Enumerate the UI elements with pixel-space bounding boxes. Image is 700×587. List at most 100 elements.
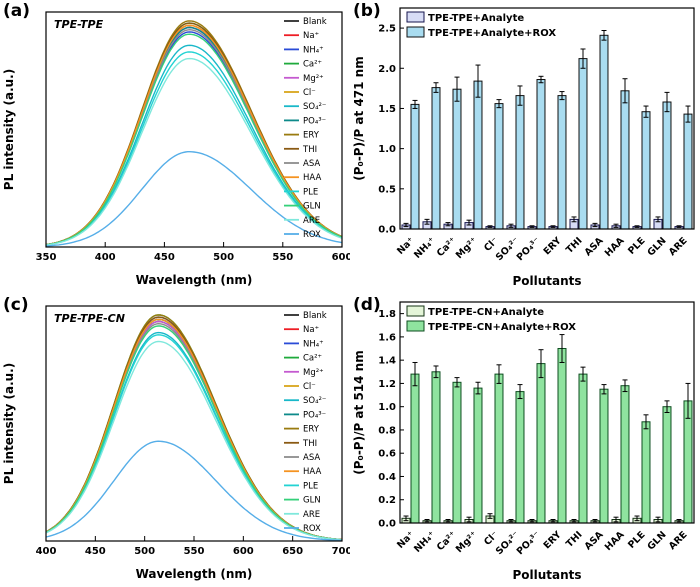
x-tick-label-NH₄⁺: NH₄⁺ [412,529,438,555]
x-tick-label-PO₄³⁻: PO₄³⁻ [515,529,543,557]
legend-swatch-TPE-TPE-CN+Analyte [406,305,425,317]
bar-TPE-TPE+Analyte+ROX-THI [578,58,588,230]
x-tick-label-Mg²⁺: Mg²⁺ [454,529,480,555]
x-tick-label-ARE: ARE [667,529,690,552]
bar-TPE-TPE+Analyte+ROX-Mg²⁺ [473,80,483,230]
series-line-Mg²⁺ [45,26,343,246]
legend-swatch-TPE-TPE+Analyte+ROX [406,26,425,38]
x-tick-label-Mg²⁺: Mg²⁺ [454,235,480,261]
legend-label-NH₄⁺: NH₄⁺ [303,45,324,55]
axes-box [45,11,343,248]
bar-TPE-TPE+Analyte+ROX-ARE [683,113,693,230]
bar-chart-tpe-tpe-cn: 0.00.20.40.60.81.01.21.41.61.8Na⁺NH₄⁺Ca²… [352,301,695,582]
x-tick-label-NH₄⁺: NH₄⁺ [412,235,438,261]
y-tick-label: 0.0 [378,225,396,236]
y-tick-label: 1.5 [378,104,396,115]
panel-label-a: (a) [3,1,31,21]
x-tick-label-HAA: HAA [603,235,627,259]
legend-label-Mg²⁺: Mg²⁺ [303,74,324,84]
legend-label-Na⁺: Na⁺ [303,31,319,41]
bar-TPE-TPE-CN+Analyte+ROX-PO₄³⁻ [536,363,546,524]
legend-label-ARE: ARE [303,510,320,520]
legend-label-GLN: GLN [303,202,321,212]
bar-TPE-TPE-CN+Analyte+ROX-Ca²⁺ [452,381,462,524]
axes-box [399,7,695,230]
legend-label-TPE-TPE-CN+Analyte: TPE-TPE-CN+Analyte [428,307,544,318]
panel-d: (d) 0.0 0.2 0.4 0.6 0.8 1.0 1.2 1.4 1.6 1.8 Na⁺ NH₄… [350,294,700,587]
y-axis-label: PL intensity (a.u.) [2,363,16,484]
bar-TPE-TPE-CN+Analyte+ROX-ARE [683,400,693,524]
panel-a: (a) 350 400 450 500 550 600 TPE-TPE Blank Na⁺ NH₄… [0,0,350,293]
x-tick-label: 600 [233,546,254,557]
x-tick-label-ERY: ERY [542,235,564,257]
x-axis-label: Wavelength (nm) [136,273,253,287]
series-line-HAA [45,24,343,246]
x-tick-label-ASA: ASA [583,529,606,552]
series-line-PO₄³⁻ [45,26,343,246]
axes-box [399,301,695,524]
x-tick-label-THI: THI [564,235,584,255]
series-line-Ca²⁺ [45,314,343,541]
bar-TPE-TPE+Analyte+ROX-SO₄²⁻ [515,95,525,230]
legend-label-ERY: ERY [303,425,320,435]
bar-TPE-TPE+Analyte+ROX-NH₄⁺ [431,87,441,230]
y-tick-label: 0.0 [378,519,396,530]
legend-label-TPE-TPE-CN+Analyte+ROX: TPE-TPE-CN+Analyte+ROX [428,322,576,333]
y-axis-label: (P₀-P)/P at 514 nm [352,350,366,474]
x-tick-label-PO₄³⁻: PO₄³⁻ [515,235,543,263]
legend-label-ASA: ASA [303,453,320,463]
y-tick-label: 0.4 [378,472,396,483]
panel-label-c: (c) [3,295,29,315]
legend-label-Blank: Blank [303,311,327,321]
legend-label-NH₄⁺: NH₄⁺ [303,339,324,349]
panel-label-d: (d) [353,295,381,315]
series-line-ERY [45,20,343,246]
x-tick-label-ERY: ERY [542,529,564,551]
x-tick-label-GLN: GLN [645,235,668,258]
series-line-ROX [45,440,343,542]
legend-label-Cl⁻: Cl⁻ [303,88,316,98]
bar-TPE-TPE+Analyte+ROX-ERY [557,95,567,230]
y-tick-label: 1.4 [378,356,396,367]
x-tick-label: 500 [134,546,155,557]
bar-TPE-TPE+Analyte+ROX-PLE [641,111,651,230]
legend-label-Na⁺: Na⁺ [303,325,319,335]
plot-title: TPE-TPE-CN [54,312,125,325]
legend-label-Ca²⁺: Ca²⁺ [303,354,322,364]
y-axis-label: PL intensity (a.u.) [2,69,16,190]
series-line-SO₄²⁻ [45,44,343,246]
x-tick-label: 400 [95,252,116,263]
x-tick-label-ASA: ASA [583,235,606,258]
bar-TPE-TPE-CN+Analyte+ROX-ASA [599,388,609,524]
legend-label-ARE: ARE [303,216,320,226]
x-tick-label: 600 [332,252,350,263]
series-line-GLN [45,33,343,246]
x-axis-label: Wavelength (nm) [136,567,253,581]
x-tick-label-HAA: HAA [603,529,627,553]
bar-TPE-TPE-CN+Analyte+ROX-GLN [662,406,672,524]
y-tick-label: 1.0 [378,144,396,155]
x-tick-label-GLN: GLN [645,529,668,552]
x-tick-label-ARE: ARE [667,235,690,258]
x-tick-label-PLE: PLE [626,235,648,257]
y-tick-label: 2.5 [378,24,396,35]
legend-label-PO₄³⁻: PO₄³⁻ [303,116,326,126]
series-line-ERY [45,314,343,541]
bar-TPE-TPE-CN+Analyte+ROX-SO₄²⁻ [515,391,525,524]
legend-label-TPE-TPE+Analyte: TPE-TPE+Analyte [428,13,524,24]
bar-TPE-TPE+Analyte+ROX-Cl⁻ [494,103,504,230]
legend-label-PO₄³⁻: PO₄³⁻ [303,410,326,420]
plot-title: TPE-TPE [54,18,104,31]
y-tick-label: 1.2 [378,379,396,390]
x-tick-label: 350 [36,252,57,263]
legend-label-Ca²⁺: Ca²⁺ [303,60,322,70]
y-tick-label: 1.8 [378,309,396,320]
spectrum-chart-tpe-tpe: 350 400 450 500 550 600 TPE-TPE Blank Na⁺ NH₄⁺ Ca²… [2,11,350,287]
bar-TPE-TPE-CN+Analyte+ROX-Na⁺ [410,373,420,524]
x-tick-label-PLE: PLE [626,529,648,551]
axes-box [45,305,343,542]
x-tick-label: 550 [184,546,205,557]
x-axis-label: Pollutants [512,274,581,288]
bar-TPE-TPE+Analyte+ROX-Na⁺ [410,103,420,230]
